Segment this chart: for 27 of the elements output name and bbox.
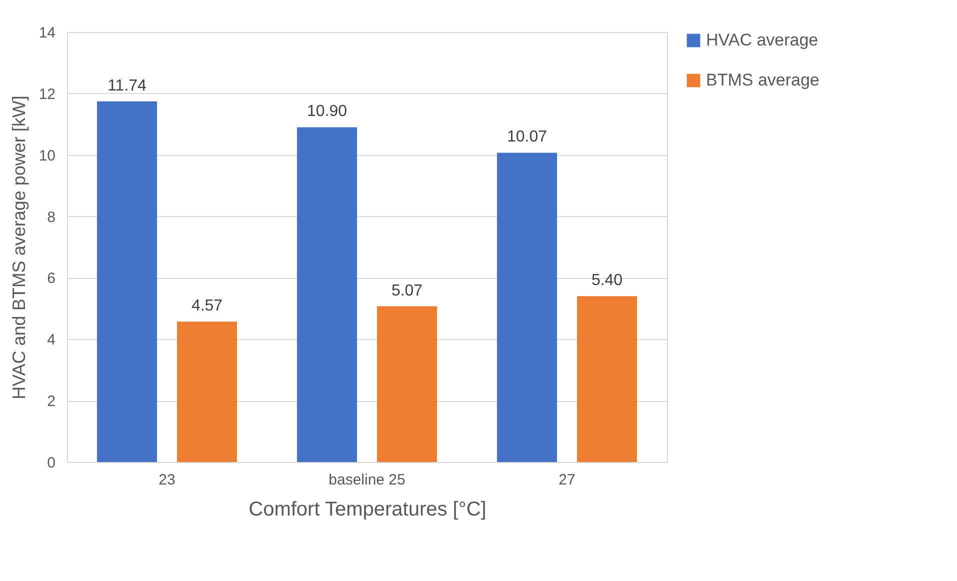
bar xyxy=(297,127,357,462)
y-tick-label: 4 xyxy=(47,332,56,349)
legend-label: BTMS average xyxy=(706,70,820,90)
y-tick-label: 0 xyxy=(47,454,56,472)
y-tick-label: 10 xyxy=(38,147,56,164)
y-tick-label: 8 xyxy=(47,208,56,226)
legend-label: HVAC average xyxy=(706,30,818,50)
bar xyxy=(377,306,437,462)
y-tick-label: 2 xyxy=(47,393,56,410)
data-label: 4.57 xyxy=(191,298,223,315)
data-label: 10.07 xyxy=(506,128,548,146)
bar xyxy=(577,296,637,462)
data-label: 11.74 xyxy=(108,77,147,94)
x-axis-title: Comfort Temperatures [°C] xyxy=(248,498,486,520)
y-axis-title: HVAC and BTMS average power [kW] xyxy=(8,96,29,400)
data-label: 10.90 xyxy=(306,103,348,120)
bar xyxy=(177,322,237,462)
bar xyxy=(97,101,157,462)
y-tick-label: 6 xyxy=(47,270,56,288)
bar xyxy=(497,152,557,462)
y-tick-label: 12 xyxy=(38,86,56,103)
data-label: 5.07 xyxy=(391,282,423,300)
x-tick-label: 23 xyxy=(158,472,176,488)
y-tick-label: 14 xyxy=(38,24,56,42)
data-label: 5.40 xyxy=(591,272,623,290)
x-tick-label: baseline 25 xyxy=(328,472,406,488)
x-tick-label: 27 xyxy=(558,472,576,488)
